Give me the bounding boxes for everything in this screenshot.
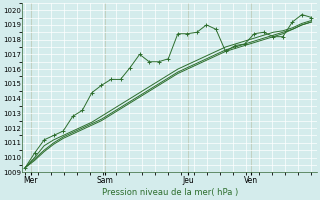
X-axis label: Pression niveau de la mer( hPa ): Pression niveau de la mer( hPa ) [101, 188, 238, 197]
